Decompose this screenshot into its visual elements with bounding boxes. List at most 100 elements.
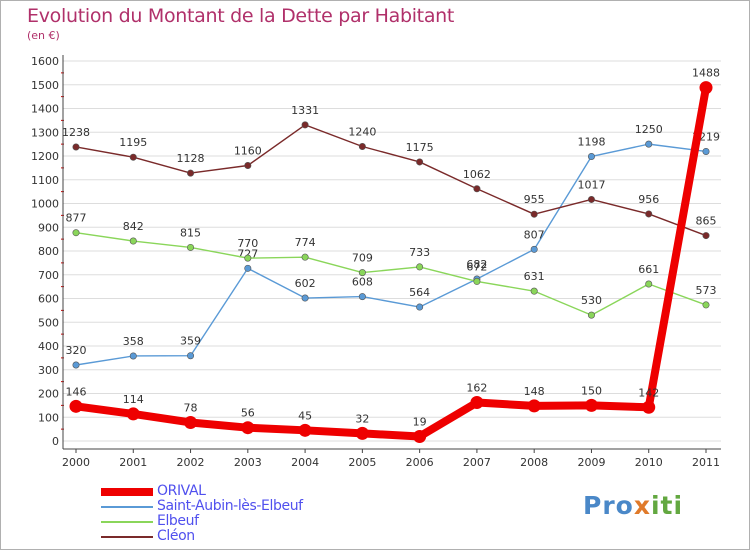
data-point-saint-aubin-les-elbeuf bbox=[416, 303, 424, 311]
data-point-saint-aubin-les-elbeuf bbox=[645, 140, 653, 148]
data-point-elbeuf bbox=[645, 280, 653, 288]
data-label-cleon: 955 bbox=[524, 193, 545, 206]
data-label-orival: 114 bbox=[123, 393, 144, 406]
y-tick-label-700: 700 bbox=[38, 269, 59, 282]
y-tick-label-1100: 1100 bbox=[31, 174, 59, 187]
y-tick-label-1600: 1600 bbox=[31, 55, 59, 68]
data-label-saint-aubin-les-elbeuf: 807 bbox=[524, 228, 545, 241]
data-label-cleon: 1160 bbox=[234, 145, 262, 158]
data-point-elbeuf bbox=[129, 237, 137, 245]
legend-swatch-saint-aubin bbox=[101, 506, 153, 508]
x-tick-label-2004: 2004 bbox=[291, 456, 319, 469]
data-point-cleon bbox=[187, 169, 195, 177]
y-tick-label-900: 900 bbox=[38, 221, 59, 234]
data-point-cleon bbox=[358, 143, 366, 151]
data-point-orival bbox=[470, 396, 484, 410]
x-tick-label-2009: 2009 bbox=[577, 456, 605, 469]
series-line-cleon bbox=[75, 124, 707, 237]
x-tick-label-2010: 2010 bbox=[635, 456, 663, 469]
data-label-cleon: 1240 bbox=[348, 126, 376, 139]
data-point-saint-aubin-les-elbeuf bbox=[129, 352, 137, 360]
data-label-orival: 32 bbox=[355, 412, 369, 425]
data-label-saint-aubin-les-elbeuf: 1250 bbox=[635, 123, 663, 136]
y-tick-label-1400: 1400 bbox=[31, 103, 59, 116]
data-label-orival: 78 bbox=[184, 401, 198, 414]
data-point-cleon bbox=[530, 210, 538, 218]
legend-label-saint-aubin: Saint-Aubin-lès-Elbeuf bbox=[157, 498, 303, 514]
data-label-orival: 146 bbox=[66, 385, 87, 398]
data-point-saint-aubin-les-elbeuf bbox=[530, 245, 538, 253]
y-tick-label-1300: 1300 bbox=[31, 126, 59, 139]
data-point-elbeuf bbox=[244, 254, 252, 262]
data-point-saint-aubin-les-elbeuf bbox=[244, 264, 252, 272]
x-tick-label-2000: 2000 bbox=[62, 456, 90, 469]
series-line-orival bbox=[72, 83, 710, 441]
legend-label-cleon: Cléon bbox=[157, 528, 195, 544]
data-point-cleon bbox=[129, 153, 137, 161]
y-tick-label-200: 200 bbox=[38, 388, 59, 401]
y-tick-label-1500: 1500 bbox=[31, 79, 59, 92]
data-point-orival bbox=[184, 415, 198, 429]
y-tick-label-1200: 1200 bbox=[31, 150, 59, 163]
data-point-orival bbox=[527, 399, 541, 413]
x-tick-label-2008: 2008 bbox=[520, 456, 548, 469]
data-label-cleon: 1017 bbox=[577, 178, 605, 191]
data-label-elbeuf: 774 bbox=[295, 236, 316, 249]
data-label-saint-aubin-les-elbeuf: 602 bbox=[295, 277, 316, 290]
data-label-saint-aubin-les-elbeuf: 682 bbox=[466, 258, 487, 271]
data-point-elbeuf bbox=[72, 229, 80, 237]
y-tick-label-100: 100 bbox=[38, 411, 59, 424]
data-point-orival bbox=[241, 421, 255, 435]
y-tick-label-500: 500 bbox=[38, 316, 59, 329]
y-tick-label-800: 800 bbox=[38, 245, 59, 258]
data-point-cleon bbox=[416, 158, 424, 166]
data-label-elbeuf: 573 bbox=[696, 284, 717, 297]
data-label-elbeuf: 661 bbox=[638, 263, 659, 276]
data-point-cleon bbox=[702, 232, 710, 240]
data-label-elbeuf: 672 bbox=[466, 260, 487, 273]
data-label-saint-aubin-les-elbeuf: 608 bbox=[352, 276, 373, 289]
data-label-elbeuf: 709 bbox=[352, 252, 373, 265]
data-point-cleon bbox=[301, 121, 309, 129]
proxiti-logo: Proxiti bbox=[583, 491, 684, 520]
data-label-elbeuf: 631 bbox=[524, 270, 545, 283]
x-tick-label-2005: 2005 bbox=[348, 456, 376, 469]
data-label-orival: 142 bbox=[638, 386, 659, 399]
data-point-cleon bbox=[587, 195, 595, 203]
x-tick-label-2007: 2007 bbox=[463, 456, 491, 469]
data-label-orival: 56 bbox=[241, 407, 255, 420]
data-point-elbeuf bbox=[530, 287, 538, 295]
data-label-saint-aubin-les-elbeuf: 320 bbox=[66, 344, 87, 357]
x-tick-label-2011: 2011 bbox=[692, 456, 720, 469]
data-label-saint-aubin-les-elbeuf: 359 bbox=[180, 335, 201, 348]
data-point-saint-aubin-les-elbeuf bbox=[587, 152, 595, 160]
data-label-cleon: 956 bbox=[638, 193, 659, 206]
data-point-cleon bbox=[645, 210, 653, 218]
data-point-orival bbox=[584, 398, 598, 412]
data-label-orival: 162 bbox=[466, 382, 487, 395]
data-point-elbeuf bbox=[301, 253, 309, 261]
data-point-orival bbox=[298, 423, 312, 437]
legend-swatch-cleon bbox=[101, 536, 153, 538]
y-tick-label-400: 400 bbox=[38, 340, 59, 353]
y-tick-label-600: 600 bbox=[38, 293, 59, 306]
data-label-orival: 1488 bbox=[692, 67, 720, 80]
x-tick-label-2002: 2002 bbox=[177, 456, 205, 469]
legend-label-orival: ORIVAL bbox=[157, 483, 206, 499]
x-tick-label-2006: 2006 bbox=[406, 456, 434, 469]
series-line-saint-aubin-les-elbeuf bbox=[75, 143, 707, 366]
data-label-elbeuf: 733 bbox=[409, 246, 430, 259]
chart-subtitle: (en €) bbox=[27, 29, 60, 42]
data-point-elbeuf bbox=[473, 277, 481, 285]
data-label-orival: 150 bbox=[581, 384, 602, 397]
data-point-elbeuf bbox=[702, 301, 710, 309]
series-line-elbeuf bbox=[75, 232, 707, 316]
data-point-elbeuf bbox=[587, 311, 595, 319]
data-label-cleon: 1062 bbox=[463, 168, 491, 181]
data-point-orival bbox=[355, 426, 369, 440]
data-point-cleon bbox=[244, 162, 252, 170]
data-point-elbeuf bbox=[416, 263, 424, 271]
data-point-saint-aubin-les-elbeuf bbox=[187, 352, 195, 360]
data-point-elbeuf bbox=[358, 269, 366, 277]
